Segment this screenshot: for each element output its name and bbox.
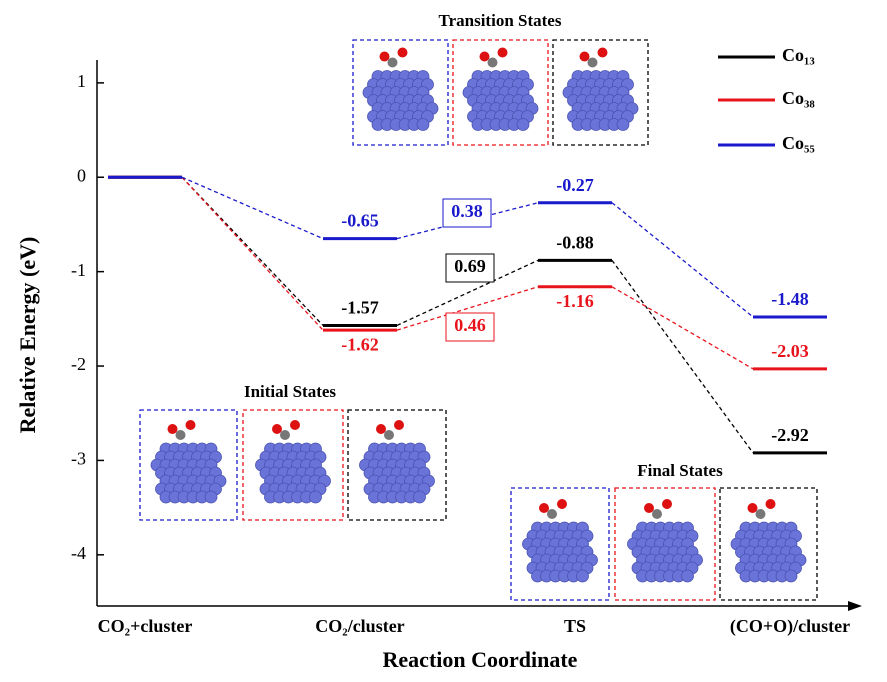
- atom: [577, 570, 589, 582]
- value-label: -2.03: [771, 341, 809, 361]
- connector: [182, 177, 323, 330]
- atom: [580, 52, 590, 62]
- atom: [517, 119, 529, 131]
- atom: [488, 58, 498, 68]
- atom: [417, 119, 429, 131]
- chart: Relative Energy (eV) Reaction Coordinate…: [0, 0, 887, 677]
- y-tick-label: -1: [71, 260, 86, 280]
- x-tick-label: CO₂+cluster: [98, 616, 193, 636]
- atom: [384, 430, 394, 440]
- atom: [388, 58, 398, 68]
- barrier-label: 0.69: [454, 256, 486, 276]
- x-axis-arrow: [848, 601, 862, 611]
- legend-label: Co₁₃: [782, 45, 815, 65]
- value-label: -1.62: [341, 334, 379, 354]
- atom: [557, 499, 567, 509]
- atom: [766, 499, 776, 509]
- y-tick-label: -4: [71, 543, 86, 563]
- barrier-label: 0.38: [451, 201, 483, 221]
- atom: [205, 491, 217, 503]
- annotation: Initial States: [244, 382, 336, 401]
- atom: [414, 491, 426, 503]
- annotation: Final States: [637, 461, 723, 480]
- y-axis-label: Relative Energy (eV): [15, 237, 40, 434]
- atom: [498, 48, 508, 58]
- atom: [272, 424, 282, 434]
- atom: [547, 509, 557, 519]
- barrier-label: 0.46: [454, 315, 486, 335]
- atom: [480, 52, 490, 62]
- atom: [756, 509, 766, 519]
- atom: [644, 503, 654, 513]
- x-tick-label: TS: [564, 616, 586, 636]
- legend-label: Co₅₅: [782, 133, 815, 153]
- value-label: -0.27: [556, 175, 594, 195]
- x-tick-label: CO₂/cluster: [315, 616, 404, 636]
- value-label: -2.92: [771, 425, 809, 445]
- connector: [182, 177, 323, 238]
- atom: [662, 499, 672, 509]
- atom: [652, 509, 662, 519]
- atom: [598, 48, 608, 58]
- value-label: -1.48: [771, 289, 809, 309]
- atom: [310, 491, 322, 503]
- atom: [748, 503, 758, 513]
- atom: [186, 420, 196, 430]
- legend-label: Co₃₈: [782, 88, 815, 108]
- atom: [785, 570, 797, 582]
- atom: [168, 424, 178, 434]
- value-label: -1.57: [341, 298, 379, 318]
- atom: [280, 430, 290, 440]
- value-label: -0.88: [556, 232, 594, 252]
- y-tick-label: -2: [71, 354, 86, 374]
- y-tick-label: -3: [71, 449, 86, 469]
- connector: [612, 203, 753, 317]
- x-tick-label: (CO+O)/cluster: [730, 616, 850, 637]
- atom: [682, 570, 694, 582]
- atom: [290, 420, 300, 430]
- atom: [376, 424, 386, 434]
- atom: [398, 48, 408, 58]
- atom: [617, 119, 629, 131]
- x-axis-label: Reaction Coordinate: [383, 647, 578, 672]
- atom: [394, 420, 404, 430]
- value-label: -1.16: [556, 291, 594, 311]
- value-label: -0.65: [341, 211, 379, 231]
- y-tick-label: 1: [77, 71, 86, 91]
- connector: [612, 260, 753, 453]
- atom: [588, 58, 598, 68]
- y-tick-label: 0: [77, 165, 86, 185]
- atom: [380, 52, 390, 62]
- atom: [539, 503, 549, 513]
- atom: [176, 430, 186, 440]
- annotation: Transition States: [439, 11, 562, 30]
